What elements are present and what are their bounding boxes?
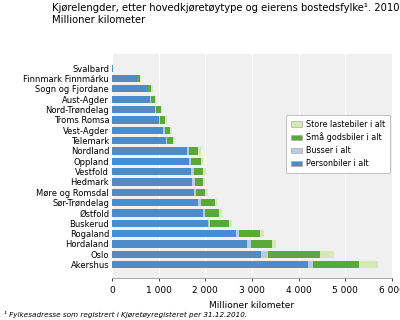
Bar (150, 96, 151, 103)
Bar (229, 220, 232, 227)
Bar (194, 188, 196, 196)
Bar (161, 106, 162, 113)
Bar (156, 106, 161, 113)
Bar (210, 220, 229, 227)
Bar (268, 251, 320, 258)
Bar (173, 137, 174, 144)
Bar (112, 85, 146, 92)
Bar (203, 209, 205, 217)
Bar (272, 240, 276, 248)
Bar (159, 116, 160, 124)
Bar (112, 137, 166, 144)
Bar (236, 230, 239, 237)
Bar (165, 116, 167, 124)
Bar (112, 261, 308, 268)
Bar (204, 168, 206, 175)
Bar (112, 240, 247, 248)
Bar (196, 188, 205, 196)
Text: Kjørelengder, etter hovedkjøretøytype og eierens bostedsfylke¹. 2010.
Millioner : Kjørelengder, etter hovedkjøretøytype og… (52, 3, 400, 25)
Bar (112, 65, 113, 72)
Bar (170, 127, 172, 134)
Bar (189, 147, 198, 155)
Bar (112, 220, 208, 227)
Bar (112, 188, 194, 196)
Bar (146, 85, 148, 92)
Bar (247, 240, 251, 248)
Bar (198, 199, 201, 206)
Bar (205, 188, 208, 196)
Bar (205, 209, 219, 217)
Bar (261, 251, 268, 258)
Bar (155, 106, 156, 113)
Bar (112, 178, 192, 186)
Bar (187, 147, 189, 155)
Bar (320, 251, 334, 258)
Bar (112, 230, 236, 237)
Bar (198, 147, 201, 155)
Bar (148, 85, 151, 92)
Bar (208, 220, 210, 227)
Bar (112, 251, 261, 258)
Bar (112, 75, 137, 82)
Bar (251, 240, 272, 248)
Bar (165, 127, 170, 134)
Bar (155, 96, 156, 103)
Bar (195, 178, 203, 186)
Bar (194, 168, 204, 175)
Bar (189, 158, 191, 165)
Bar (163, 127, 165, 134)
Bar (192, 178, 194, 186)
X-axis label: Millioner kilometer: Millioner kilometer (210, 300, 294, 309)
Bar (112, 96, 150, 103)
Bar (112, 209, 203, 217)
Bar (260, 230, 264, 237)
Bar (112, 147, 187, 155)
Bar (201, 199, 215, 206)
Bar (140, 75, 141, 82)
Bar (160, 116, 165, 124)
Bar (313, 261, 359, 268)
Bar (359, 261, 378, 268)
Bar (219, 209, 222, 217)
Bar (137, 75, 140, 82)
Bar (112, 127, 163, 134)
Bar (151, 85, 153, 92)
Legend: Store lastebiler i alt, Små godsbiler i alt, Busser i alt, Personbiler i alt: Store lastebiler i alt, Små godsbiler i … (286, 115, 390, 173)
Text: ¹ Fylkesadresse som registrert i Kjøretøyregisteret per 31.12.2010.: ¹ Fylkesadresse som registrert i Kjøretø… (4, 311, 247, 318)
Bar (191, 168, 194, 175)
Bar (167, 137, 173, 144)
Bar (239, 230, 260, 237)
Bar (191, 158, 201, 165)
Bar (112, 116, 159, 124)
Bar (112, 168, 191, 175)
Bar (203, 178, 205, 186)
Bar (112, 199, 198, 206)
Bar (166, 137, 167, 144)
Bar (308, 261, 313, 268)
Bar (151, 96, 155, 103)
Bar (112, 106, 155, 113)
Bar (112, 158, 189, 165)
Bar (201, 158, 203, 165)
Bar (215, 199, 218, 206)
